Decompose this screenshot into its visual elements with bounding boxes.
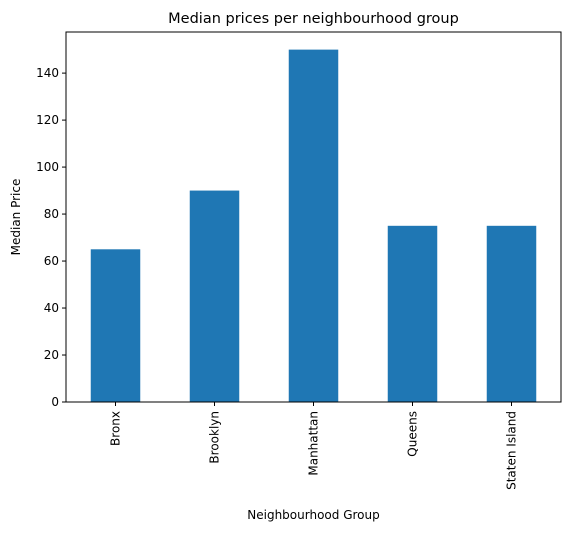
x-axis-ticks: Bronx Brooklyn Manhattan Queens Staten Islan… xyxy=(109,402,519,490)
y-tick-label: 0 xyxy=(51,395,59,409)
bar-bronx xyxy=(90,249,141,402)
x-tick-label: Bronx xyxy=(109,411,123,446)
y-tick-label: 140 xyxy=(36,66,59,80)
bar-queens xyxy=(387,225,438,402)
chart-title: Median prices per neighbourhood group xyxy=(168,11,459,27)
bar-staten-island xyxy=(486,225,537,402)
x-tick-label: Queens xyxy=(406,411,420,457)
y-axis-label: Median Price xyxy=(9,179,23,256)
bars-group xyxy=(90,49,537,402)
bar-manhattan xyxy=(288,49,339,402)
x-axis-label: Neighbourhood Group xyxy=(247,508,379,522)
x-tick-label: Manhattan xyxy=(307,411,321,476)
y-tick-label: 100 xyxy=(36,160,59,174)
y-tick-label: 60 xyxy=(44,254,59,268)
y-tick-label: 40 xyxy=(44,301,59,315)
y-tick-label: 80 xyxy=(44,207,59,221)
x-tick-label: Brooklyn xyxy=(208,411,222,464)
bar-brooklyn xyxy=(189,190,240,402)
x-tick-label: Staten Island xyxy=(505,411,519,490)
plot-area: 0 20 40 60 80 100 120 140 Bronx Brooklyn Manhatta… xyxy=(36,31,562,490)
y-tick-label: 120 xyxy=(36,113,59,127)
y-tick-label: 20 xyxy=(44,348,59,362)
y-axis-ticks: 0 20 40 60 80 100 120 140 xyxy=(36,66,66,409)
